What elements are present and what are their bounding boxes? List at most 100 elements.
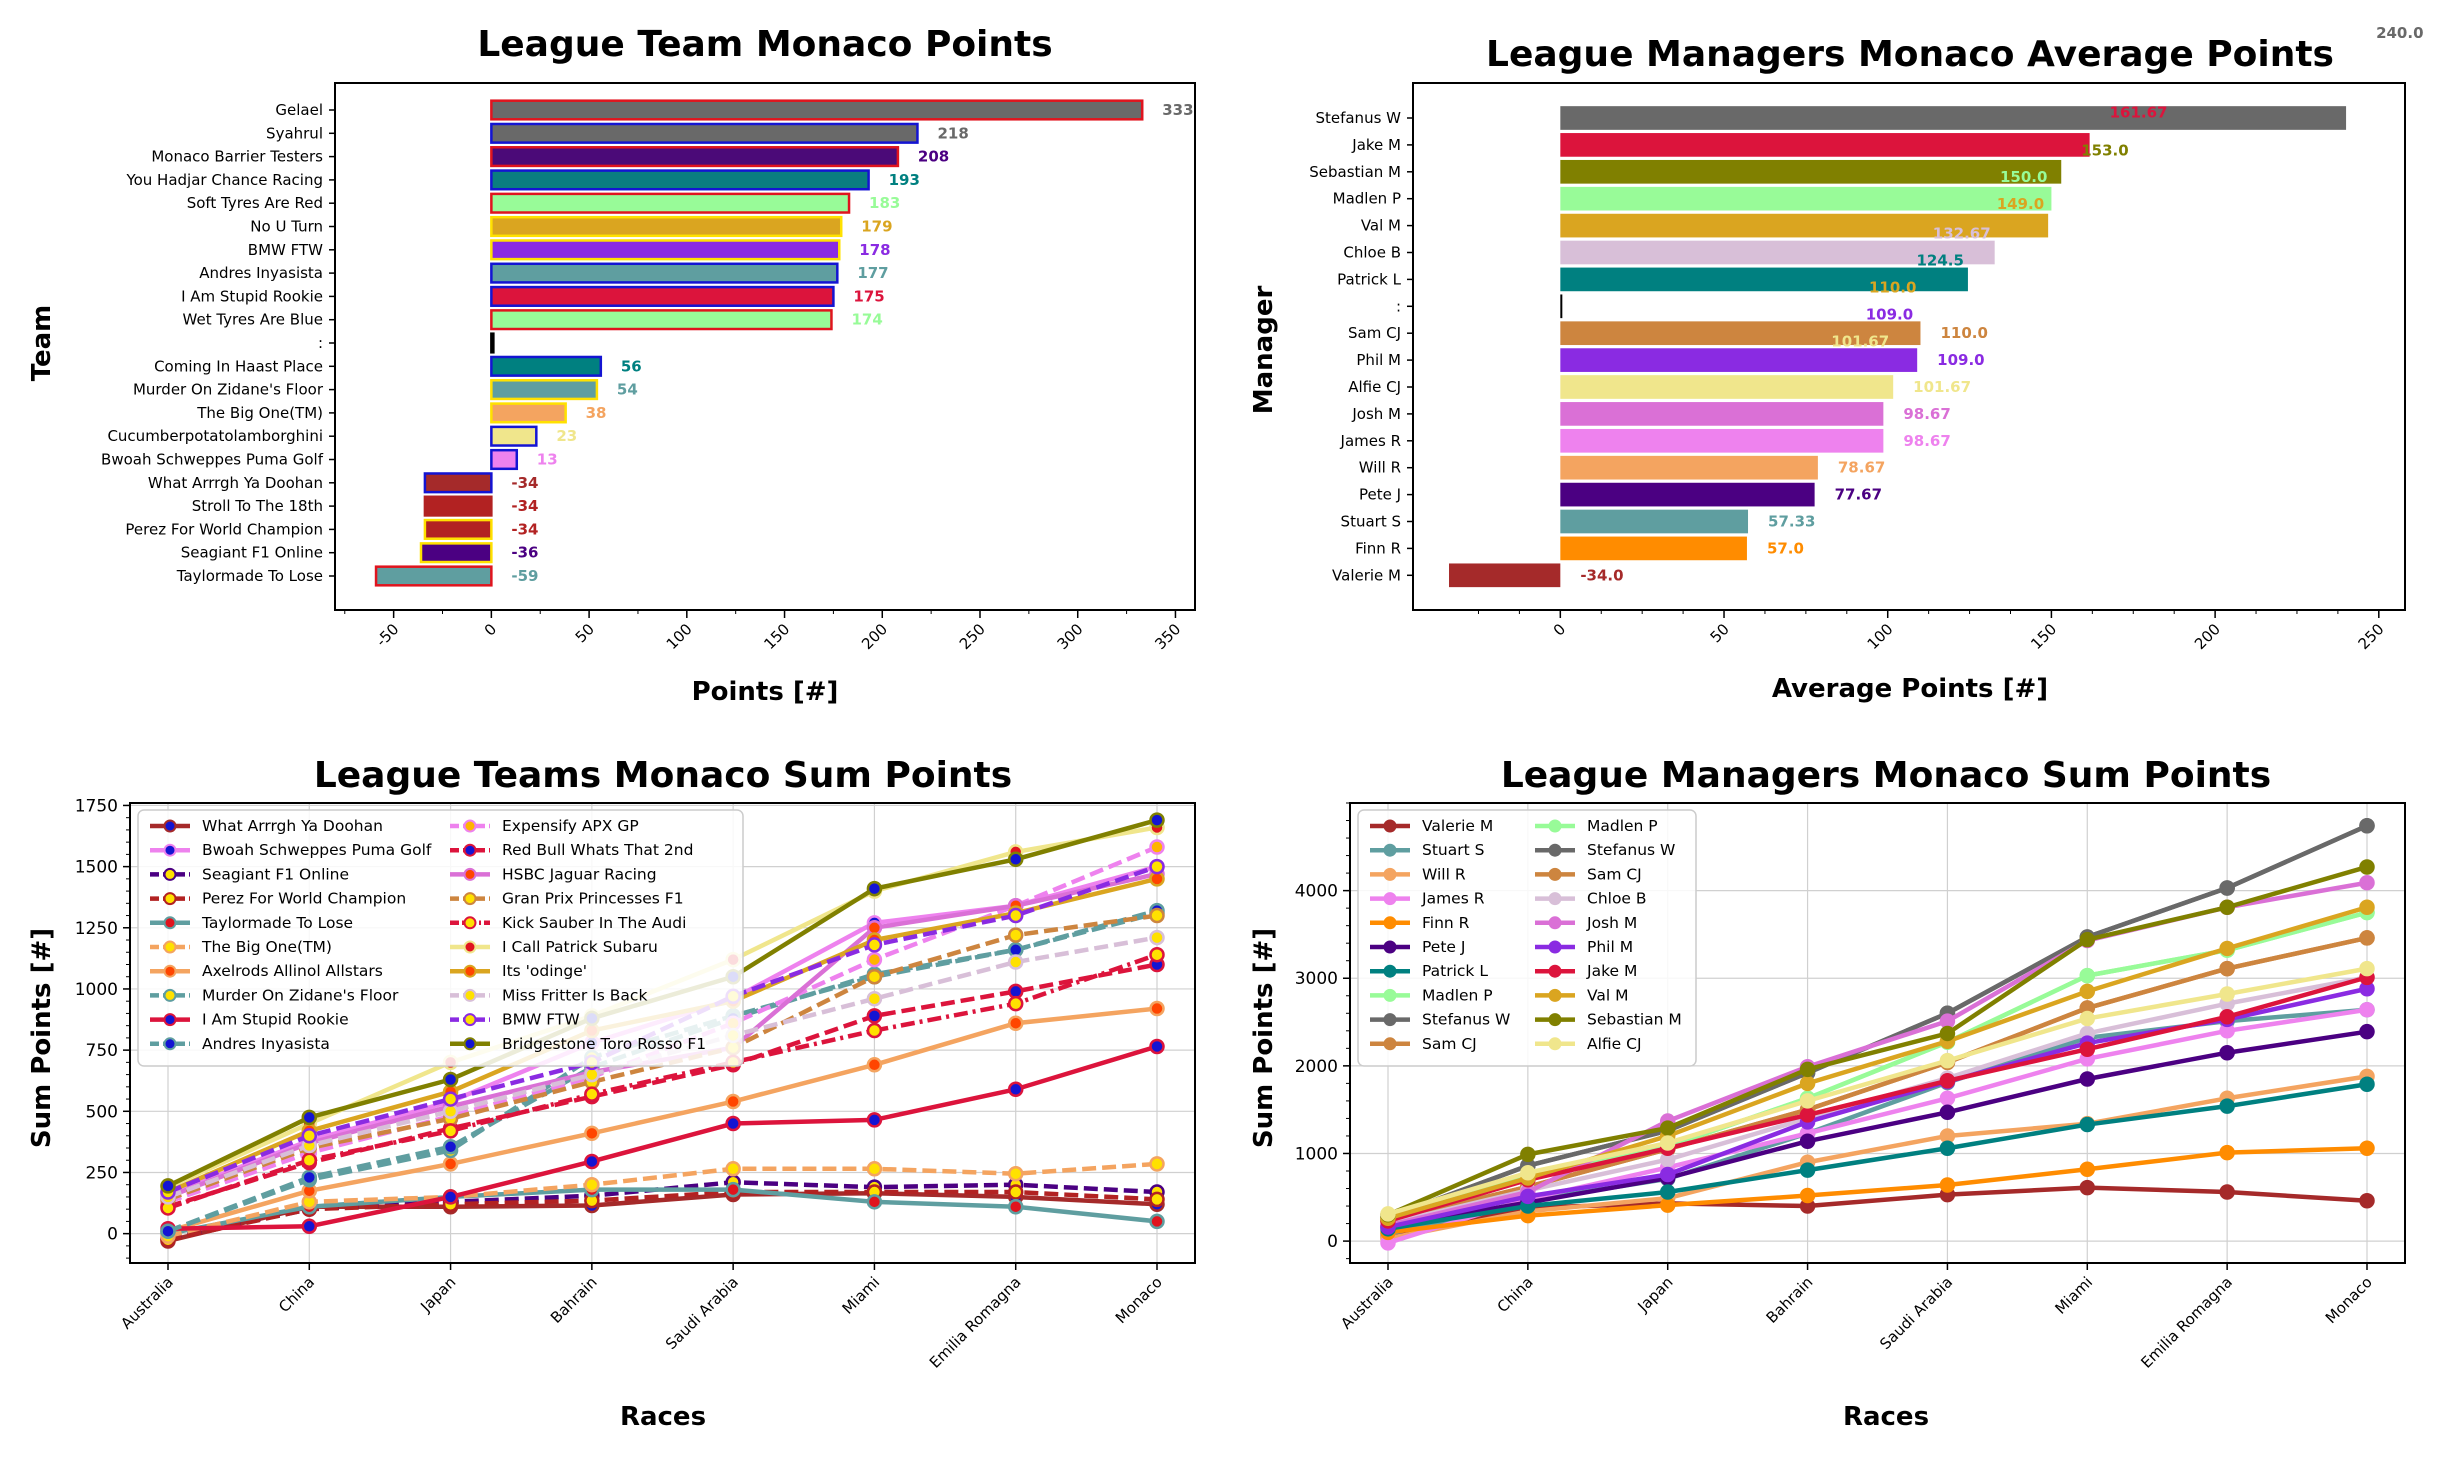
data-point [1007, 995, 1024, 1012]
data-point [1659, 1166, 1676, 1183]
x-axis-label: Races [1843, 1402, 1929, 1432]
data-point [866, 1194, 883, 1210]
bar-value-label: 208 [918, 148, 949, 166]
y-axis-label: Sum Points [#] [27, 928, 57, 1148]
legend-label: Stefanus W [1422, 1011, 1510, 1029]
legend-label: What Arrrgh Ya Doohan [202, 817, 383, 835]
bar [1449, 563, 1561, 588]
data-point [2219, 1044, 2235, 1061]
bar [490, 425, 538, 447]
data-point [2359, 859, 2375, 875]
data-point [866, 880, 883, 897]
x-tick-label: 0 [481, 620, 500, 639]
y-tick-label: Gelael [275, 101, 323, 119]
data-point [2359, 899, 2375, 916]
legend-box [137, 809, 744, 1067]
bar-value-label: 179 [861, 218, 892, 236]
bar-value-label: 149.0 [1997, 195, 2044, 213]
legend-label: Andres Inyasista [202, 1035, 330, 1053]
bar [423, 518, 493, 540]
series-line [1387, 966, 2368, 1217]
data-point [2079, 1179, 2096, 1196]
data-point [1149, 929, 1165, 946]
bar-value-label: 132.67 [1933, 225, 1991, 243]
legend-marker [1383, 988, 1397, 1002]
y-tick-label: Sam CJ [1348, 324, 1401, 342]
x-tick-label: Miami [2052, 1273, 2097, 1318]
x-tick-label: China [275, 1273, 318, 1316]
data-point [1007, 954, 1024, 970]
bar [490, 169, 870, 191]
data-point [160, 1178, 176, 1194]
legend-marker [1548, 867, 1562, 881]
data-point [1007, 927, 1024, 943]
series-line [1387, 975, 2368, 1224]
x-axis-label: Average Points [#] [1772, 674, 2048, 704]
y-tick-label: Perez For World Champion [125, 520, 323, 538]
legend-marker [1383, 892, 1397, 906]
y-tick-label: 1750 [75, 796, 118, 816]
plot-frame [129, 802, 1196, 1264]
data-point [1659, 1184, 1676, 1200]
data-point [725, 1093, 741, 1110]
data-point [1799, 1107, 1816, 1123]
data-point [2359, 1002, 2375, 1018]
bar-value-label: -34 [511, 474, 538, 492]
series-line [167, 1161, 1158, 1239]
x-tick-label: Australia [1337, 1273, 1397, 1333]
y-tick-label: Will R [1359, 459, 1401, 477]
data-point [301, 1152, 318, 1168]
bar-value-label: 110.0 [1869, 278, 1916, 296]
y-axis-label: Manager [1249, 286, 1279, 415]
data-point [1149, 839, 1165, 855]
legend-label: Perez For World Champion [202, 890, 406, 908]
y-tick-label: Wet Tyres Are Blue [183, 311, 323, 329]
legend-marker [463, 1013, 477, 1027]
chart-title: League Team Monaco Points [477, 24, 1052, 65]
y-tick-label: Stuart S [1341, 513, 1401, 531]
bar [490, 355, 603, 377]
legend-marker [1548, 940, 1562, 954]
data-point [1149, 1191, 1165, 1208]
legend-label: I Call Patrick Subaru [502, 938, 658, 956]
legend-marker [1383, 940, 1397, 954]
bar-value-label: 124.5 [1916, 252, 1963, 270]
bar [1560, 455, 1818, 480]
bar-value-label: 57.33 [1768, 513, 1815, 531]
y-tick-label: 2000 [1295, 1057, 1338, 1077]
y-tick-label: Andres Inyasista [199, 264, 323, 282]
bar-value-label: 57.0 [1767, 539, 1804, 557]
data-point [866, 1057, 883, 1073]
bar [490, 146, 900, 168]
legend-marker [1548, 964, 1562, 978]
y-tick-label: 500 [86, 1102, 118, 1122]
y-tick-label: 0 [107, 1225, 118, 1245]
data-point [866, 937, 883, 953]
data-point [1799, 1162, 1816, 1178]
y-tick-label: Phil M [1356, 351, 1401, 369]
legend-label: Axelrods Allinol Allstars [202, 962, 383, 980]
bar [490, 332, 495, 354]
data-point [1659, 1197, 1676, 1213]
legend-marker [163, 867, 177, 881]
data-point [1007, 1198, 1024, 1215]
y-axis-label: Team [27, 305, 57, 382]
y-tick-label: Sebastian M [1309, 163, 1401, 181]
data-point [1799, 1187, 1816, 1204]
legend-label: Madlen P [1422, 986, 1493, 1004]
legend-label: James R [1421, 890, 1485, 908]
legend-marker [163, 988, 177, 1002]
data-point [2359, 818, 2375, 834]
bar [490, 309, 833, 331]
legend-label: Bwoah Schweppes Puma Golf [202, 841, 432, 859]
y-tick-label: Chloe B [1343, 244, 1401, 262]
bar [490, 192, 851, 214]
series-line [167, 1189, 1158, 1242]
legend-marker [1548, 819, 1562, 833]
bar [1560, 294, 1563, 319]
legend-marker [1548, 843, 1562, 857]
data-point [2219, 899, 2235, 916]
data-point [2219, 1144, 2235, 1161]
x-tick-label: 100 [1864, 620, 1897, 653]
bar [1560, 240, 1995, 265]
